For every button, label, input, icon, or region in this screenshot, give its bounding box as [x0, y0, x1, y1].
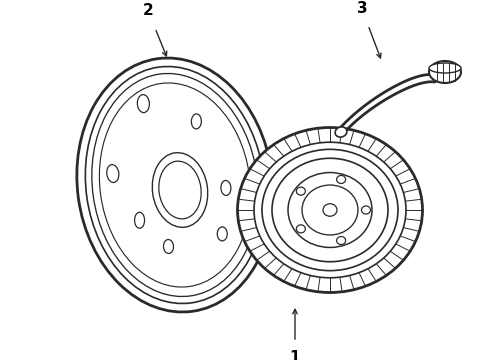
Ellipse shape: [323, 204, 337, 216]
Ellipse shape: [302, 185, 358, 235]
Ellipse shape: [217, 227, 227, 241]
Ellipse shape: [221, 180, 231, 195]
Text: 3: 3: [357, 1, 368, 16]
Ellipse shape: [188, 195, 197, 210]
Ellipse shape: [337, 237, 345, 244]
Ellipse shape: [77, 58, 273, 312]
Ellipse shape: [152, 153, 208, 227]
Text: 2: 2: [143, 3, 153, 18]
Ellipse shape: [99, 83, 250, 287]
Ellipse shape: [254, 142, 406, 278]
Ellipse shape: [137, 95, 149, 113]
Ellipse shape: [335, 127, 347, 137]
Ellipse shape: [107, 165, 119, 183]
Ellipse shape: [429, 61, 461, 83]
Ellipse shape: [362, 206, 370, 214]
Ellipse shape: [429, 63, 461, 73]
Ellipse shape: [164, 239, 173, 253]
Ellipse shape: [85, 67, 265, 303]
Ellipse shape: [288, 172, 372, 247]
Ellipse shape: [238, 127, 422, 292]
Ellipse shape: [296, 187, 305, 195]
Ellipse shape: [337, 175, 345, 184]
Text: 1: 1: [290, 350, 300, 360]
Ellipse shape: [92, 73, 258, 297]
Ellipse shape: [272, 158, 388, 262]
Ellipse shape: [296, 225, 305, 233]
Ellipse shape: [159, 161, 201, 219]
Ellipse shape: [135, 212, 145, 228]
Ellipse shape: [192, 114, 201, 129]
Ellipse shape: [262, 149, 398, 271]
